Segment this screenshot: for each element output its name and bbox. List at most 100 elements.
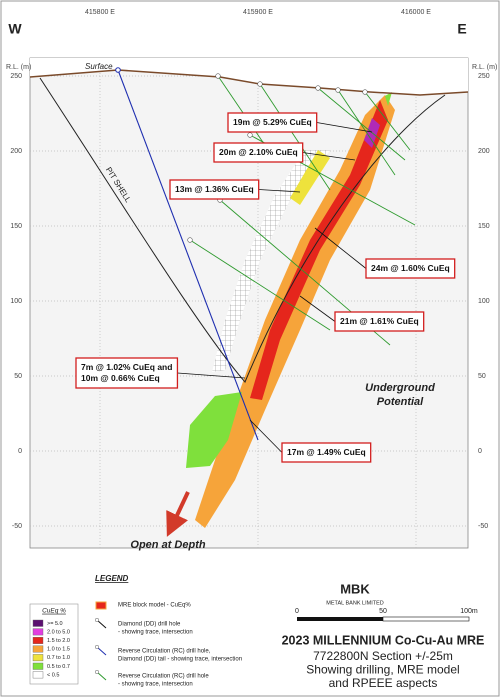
rl-title-left: R.L. (m) xyxy=(6,64,31,71)
collar xyxy=(257,81,263,87)
class-swatch xyxy=(32,671,44,679)
intercept-text: 24m @ 1.60% CuEq xyxy=(371,263,450,273)
leader-line xyxy=(316,122,373,133)
rl-label-right: 150 xyxy=(478,223,490,230)
intercept-text: 17m @ 1.49% CuEq xyxy=(287,447,366,457)
intercept-text: 10m @ 0.66% CuEq xyxy=(81,373,160,383)
intercept-text: 13m @ 1.36% CuEq xyxy=(175,184,254,194)
scale-bar-white xyxy=(382,616,470,622)
intercept-box xyxy=(75,357,179,389)
easting-label: 415800 E xyxy=(85,9,115,16)
class-label: < 0.5 xyxy=(47,672,59,678)
logo-name: METAL BANK LIMITED xyxy=(326,600,383,606)
class-swatch xyxy=(32,628,44,636)
ore-yellow xyxy=(290,150,330,205)
leader-line xyxy=(258,189,301,193)
legend-item-text: Diamond (DD) drill hole xyxy=(118,622,181,628)
class-label: 0.7 to 1.0 xyxy=(47,655,70,661)
rc-drill-hole xyxy=(189,239,331,331)
intercept-box xyxy=(213,142,304,163)
ore-green xyxy=(186,392,242,468)
legend-block xyxy=(95,601,107,610)
legend-collar xyxy=(94,617,100,623)
collar xyxy=(247,132,253,138)
leader-line xyxy=(249,419,283,453)
class-label: 2.0 to 5.0 xyxy=(47,629,70,635)
depth-arrow xyxy=(166,491,190,537)
leader-line xyxy=(177,372,246,379)
rl-label-right: 200 xyxy=(478,148,490,155)
legend-item-text: Reverse Circulation (RC) drill hole, xyxy=(118,649,211,655)
intercept-text: 20m @ 2.10% CuEq xyxy=(219,147,298,157)
east-label: E xyxy=(457,21,466,37)
class-label: >= 5.0 xyxy=(47,621,63,627)
rl-label-right: -50 xyxy=(478,523,488,530)
rl-label-left: 100 xyxy=(10,298,22,305)
figure-title: 2023 MILLENNIUM Co-Cu-Au MRE xyxy=(282,633,485,647)
scale-title: CuEq % xyxy=(42,608,66,615)
intercept-callout: 24m @ 1.60% CuEq xyxy=(314,227,456,279)
legend-item-text: Reverse Circulation (RC) drill hole xyxy=(118,674,209,680)
class-label: 1.0 to 1.5 xyxy=(47,647,70,653)
rl-label-left: 50 xyxy=(14,373,22,380)
underground-label: Underground xyxy=(365,382,435,394)
intercept-text: 7m @ 1.02% CuEq and xyxy=(81,362,172,372)
collar xyxy=(115,67,121,73)
figure-subtitle: and RPEEE aspects xyxy=(329,676,438,690)
legend-title: LEGEND xyxy=(95,574,129,583)
class-swatch xyxy=(32,654,44,662)
intercept-box xyxy=(365,258,456,279)
intercept-callout: 19m @ 5.29% CuEq xyxy=(227,112,373,133)
intercept-callout: 21m @ 1.61% CuEq xyxy=(299,295,425,332)
intercept-callout: 13m @ 1.36% CuEq xyxy=(169,179,301,200)
underground-label: Potential xyxy=(377,396,424,408)
rl-label-right: 250 xyxy=(478,73,490,80)
scale-bar-black xyxy=(297,617,383,621)
figure-subtitle: 7722800N Section +/-25m xyxy=(313,649,453,663)
easting-label: 415900 E xyxy=(243,9,273,16)
pit-shell xyxy=(39,77,446,383)
open-at-depth-label: Open at Depth xyxy=(130,539,205,551)
scale-bar-label: 50 xyxy=(379,608,387,615)
legend-collar xyxy=(94,669,100,675)
leader-line xyxy=(299,295,336,322)
rl-label-right: 100 xyxy=(478,298,490,305)
intercept-callout: 17m @ 1.49% CuEq xyxy=(249,419,372,463)
legend-item-text: Diamond (DD) tail - showing trace, inter… xyxy=(118,657,242,663)
intercept-box xyxy=(281,442,372,463)
collar xyxy=(315,85,321,91)
surface-label: Surface xyxy=(85,62,113,71)
legend-item-text: MRE block model - CuEq% xyxy=(118,603,191,609)
logo-mark: MBK xyxy=(340,581,370,596)
rl-label-left: -50 xyxy=(12,523,22,530)
rc-drill-hole xyxy=(364,91,411,151)
rc-drill-hole xyxy=(337,89,396,176)
rc-drill-hole xyxy=(317,87,406,161)
intercept-box xyxy=(169,179,260,200)
intercept-text: 19m @ 5.29% CuEq xyxy=(233,117,312,127)
scale-bar-label: 0 xyxy=(295,608,299,615)
rl-label-left: 150 xyxy=(10,223,22,230)
collar xyxy=(362,89,368,95)
legend-item-text: - showing trace, intersection xyxy=(118,630,193,636)
rl-label-right: 50 xyxy=(478,373,486,380)
collar xyxy=(335,87,341,93)
class-label: 0.5 to 0.7 xyxy=(47,664,70,670)
dd-drill-hole xyxy=(117,69,259,441)
west-label: W xyxy=(8,21,22,37)
rl-label-right: 0 xyxy=(478,448,482,455)
class-swatch xyxy=(32,637,44,644)
class-swatch xyxy=(32,662,44,670)
figure-subtitle: Showing drilling, MRE model xyxy=(306,663,459,677)
rl-label-left: 0 xyxy=(18,448,22,455)
leader-line xyxy=(302,152,356,161)
ore-red xyxy=(250,100,388,400)
rl-label-left: 200 xyxy=(10,148,22,155)
rl-label-left: 250 xyxy=(10,73,22,80)
intercept-text: 21m @ 1.61% CuEq xyxy=(340,316,419,326)
ore-green-2 xyxy=(385,92,392,106)
leader-line xyxy=(314,227,367,269)
rl-title-right: R.L. (m) xyxy=(472,64,497,71)
